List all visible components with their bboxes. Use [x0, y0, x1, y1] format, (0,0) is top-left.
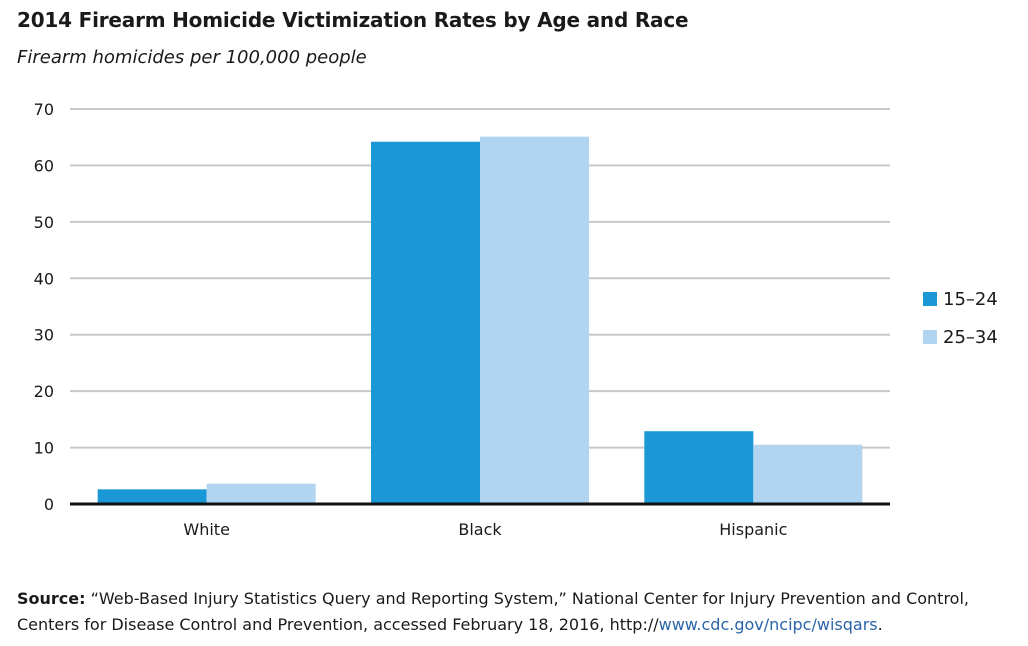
legend-swatch [923, 292, 937, 306]
chart-title: 2014 Firearm Homicide Victimization Rate… [17, 8, 689, 32]
bar-white-series-1 [97, 489, 207, 504]
y-tick-label: 60 [34, 156, 54, 175]
source-note: Source: “Web-Based Injury Statistics Que… [17, 586, 1017, 638]
bar-white-series-2 [206, 483, 316, 504]
bar-black-series-1 [371, 141, 480, 504]
legend: 15–24 25–34 [923, 289, 998, 348]
y-axis-ticks: 0 10 20 30 40 50 60 70 [34, 100, 54, 514]
legend-label: 15–24 [943, 289, 998, 310]
x-category-label: Black [458, 520, 502, 539]
chart-subtitle: Firearm homicides per 100,000 people [17, 47, 367, 68]
source-text: “Web-Based Injury Statistics Query and R… [17, 589, 969, 634]
y-tick-label: 50 [34, 213, 54, 232]
bar-chart: 0 10 20 30 40 50 60 70 White Black Hispanic 15–24… [34, 100, 998, 539]
y-tick-label: 0 [44, 495, 54, 514]
x-category-label: Hispanic [719, 520, 787, 539]
y-tick-label: 10 [34, 439, 54, 458]
bar-hispanic-series-2 [753, 444, 863, 504]
x-axis-categories: White Black Hispanic [183, 520, 787, 539]
bar-hispanic-series-1 [644, 431, 754, 504]
bar-black-series-2 [480, 136, 589, 504]
x-category-label: White [183, 520, 230, 539]
y-tick-label: 30 [34, 326, 54, 345]
source-end: . [877, 615, 883, 634]
bars [97, 136, 863, 504]
source-link[interactable]: www.cdc.gov/ncipc/wisqars [658, 615, 878, 634]
legend-swatch [923, 330, 937, 344]
y-tick-label: 20 [34, 382, 54, 401]
legend-label: 25–34 [943, 327, 998, 348]
y-tick-label: 70 [34, 100, 54, 119]
y-tick-label: 40 [34, 269, 54, 288]
source-label: Source: [17, 589, 86, 608]
